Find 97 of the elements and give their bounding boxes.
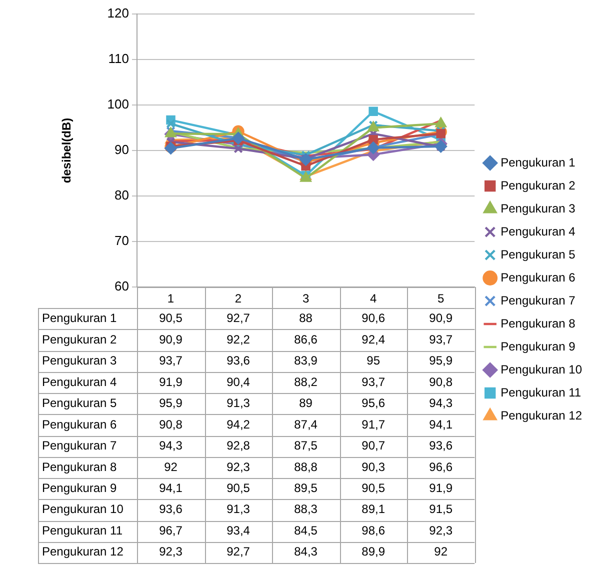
data-label: 92 xyxy=(434,544,448,559)
data-label: 88,8 xyxy=(294,460,318,474)
legend-label: Pengukuran 12 xyxy=(500,408,582,422)
y-tick-label: 80 xyxy=(114,188,129,203)
x-tick-label: 1 xyxy=(167,292,174,306)
data-label: 92,3 xyxy=(226,460,250,474)
data-label: 92,4 xyxy=(362,332,386,346)
legend-label: Pengukuran 6 xyxy=(500,270,576,284)
data-label: 87,4 xyxy=(294,417,318,432)
data-label: 90,6 xyxy=(362,311,386,326)
data-label: 94,1 xyxy=(429,417,453,432)
data-label: 90,9 xyxy=(159,332,183,346)
text: Pengukuran 12 xyxy=(42,544,124,559)
y-tick-label: 70 xyxy=(114,233,129,248)
data-label: 90,9 xyxy=(429,311,453,326)
y-tick-label: 120 xyxy=(107,6,129,21)
data-label: 93,7 xyxy=(362,374,386,389)
legend-label: Pengukuran 2 xyxy=(500,178,576,192)
x-tick-label: 2 xyxy=(234,292,242,306)
legend-label: Pengukuran 11 xyxy=(500,385,582,400)
legend-label: Pengukuran 9 xyxy=(500,339,576,354)
data-label: 90,3 xyxy=(362,460,386,474)
data-label: 95 xyxy=(366,354,380,368)
data-label: 93,7 xyxy=(159,354,183,368)
text: Pengukuran 9 xyxy=(42,481,117,496)
data-label: 90,7 xyxy=(362,438,386,453)
data-label: 95,9 xyxy=(159,396,183,410)
text: Pengukuran 6 xyxy=(42,417,117,432)
y-axis-title: desibel(dB) xyxy=(60,118,74,184)
text: Pengukuran 8 xyxy=(42,460,117,474)
data-label: 95,6 xyxy=(362,396,386,410)
data-label: 87,5 xyxy=(294,438,318,453)
data-label: 91,5 xyxy=(429,502,453,516)
legend-label: Pengukuran 4 xyxy=(500,224,576,238)
data-label: 93,6 xyxy=(159,502,183,516)
data-label: 86,6 xyxy=(294,332,318,346)
legend-label: Pengukuran 8 xyxy=(500,316,576,330)
y-tick-label: 90 xyxy=(114,142,129,158)
data-label: 98,6 xyxy=(362,523,386,538)
data-label: 91,3 xyxy=(226,396,250,410)
data-label: 92,7 xyxy=(226,544,250,559)
legend-label: Pengukuran 5 xyxy=(500,247,576,262)
data-label: 96,7 xyxy=(159,523,183,538)
legend-label: Pengukuran 1 xyxy=(500,155,576,170)
text: Pengukuran 10 xyxy=(42,502,124,516)
text: Pengukuran 5 xyxy=(42,396,117,410)
legend-label: Pengukuran 7 xyxy=(500,293,576,308)
data-label: 90,5 xyxy=(362,481,386,496)
text: Pengukuran 7 xyxy=(42,438,117,453)
data-label: 90,5 xyxy=(159,311,183,326)
data-label: 90,4 xyxy=(226,374,250,389)
text: Pengukuran 1 xyxy=(42,311,117,326)
data-label: 91,9 xyxy=(429,481,453,496)
x-tick-label: 4 xyxy=(370,292,377,306)
data-label: 90,5 xyxy=(226,481,250,496)
text: Pengukuran 4 xyxy=(42,374,117,389)
data-label: 88 xyxy=(299,311,313,326)
data-label: 89,9 xyxy=(362,544,386,559)
data-label: 93,6 xyxy=(226,354,250,368)
data-label: 91,9 xyxy=(159,374,183,389)
data-label: 94,3 xyxy=(159,438,183,453)
data-label: 88,2 xyxy=(294,374,318,389)
data-label: 90,8 xyxy=(429,374,453,389)
legend-label: Pengukuran 10 xyxy=(500,362,582,376)
data-label: 84,3 xyxy=(294,544,318,559)
data-label: 84,5 xyxy=(294,523,318,538)
data-label: 92,2 xyxy=(226,332,250,346)
y-tick-label: 110 xyxy=(108,51,129,66)
data-label: 94,3 xyxy=(429,396,453,410)
text: Pengukuran 11 xyxy=(42,523,123,538)
data-label: 94,1 xyxy=(159,481,183,496)
data-label: 89,1 xyxy=(362,502,386,516)
data-label: 94,2 xyxy=(226,417,250,432)
data-label: 93,7 xyxy=(429,332,453,346)
text: Pengukuran 3 xyxy=(42,354,117,368)
x-tick-label: 5 xyxy=(438,292,444,306)
data-label: 92 xyxy=(164,460,178,474)
data-label: 93,4 xyxy=(226,523,250,538)
data-label: 83,9 xyxy=(294,354,318,368)
y-tick-label: 100 xyxy=(107,96,129,112)
y-tick-label: 60 xyxy=(114,278,129,294)
data-label: 91,7 xyxy=(362,417,386,432)
x-tick-label: 3 xyxy=(302,292,310,306)
data-label: 92,7 xyxy=(226,311,250,326)
data-label: 92,3 xyxy=(429,523,453,538)
data-label: 89,5 xyxy=(294,481,318,496)
data-label: 90,8 xyxy=(159,417,183,432)
data-label: 91,3 xyxy=(226,502,250,516)
data-label: 88,3 xyxy=(294,502,318,516)
data-label: 92,8 xyxy=(226,438,250,453)
data-label: 93,6 xyxy=(429,438,453,453)
legend-label: Pengukuran 3 xyxy=(500,201,576,216)
data-label: 89 xyxy=(299,396,313,410)
data-label: 95,9 xyxy=(429,354,453,368)
text: Pengukuran 2 xyxy=(42,332,117,346)
data-label: 92,3 xyxy=(159,544,183,559)
data-label: 96,6 xyxy=(429,460,453,474)
